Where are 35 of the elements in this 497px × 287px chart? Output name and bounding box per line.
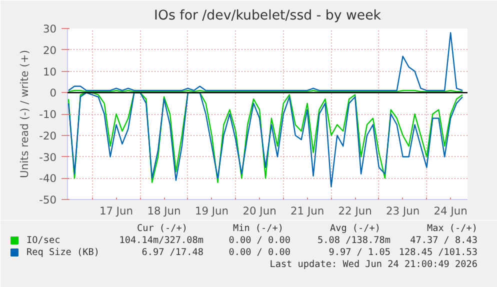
legend-label: Req Size (KB) bbox=[26, 247, 100, 258]
text: Max (-/+) bbox=[426, 223, 478, 234]
y-tick-label: -10 bbox=[39, 108, 57, 121]
x-tick-label: 21 Jun bbox=[290, 204, 324, 218]
text: 128.45 /101.53 bbox=[398, 247, 478, 258]
text: Last update: Wed Jun 24 21:00:49 2026 bbox=[270, 259, 478, 270]
x-tick-label: 19 Jun bbox=[194, 204, 229, 218]
y-tick-label: -50 bbox=[39, 194, 57, 206]
y-tick-label: -30 bbox=[39, 150, 57, 164]
text: Cur (-/+) bbox=[136, 223, 188, 234]
x-tick-label: 22 Jun bbox=[338, 204, 372, 218]
y-tick-label: 30 bbox=[42, 22, 57, 36]
text: 6.97 /17.48 bbox=[142, 247, 204, 258]
line-series bbox=[68, 32, 464, 92]
text: 0.00 / 0.00 bbox=[228, 247, 291, 258]
text: 104.14m/327.08m bbox=[119, 235, 204, 246]
text: 0.00 / 0.00 bbox=[228, 235, 291, 246]
x-tick-label: 17 Jun bbox=[99, 204, 134, 218]
y-tick-label: -20 bbox=[39, 129, 57, 142]
x-tick-label: 18 Jun bbox=[147, 204, 181, 218]
y-tick-label: 0 bbox=[50, 86, 57, 100]
y-axis-title: Units read (-) / write (+) bbox=[18, 50, 32, 178]
text: 5.08 /138.78m bbox=[317, 235, 391, 246]
text: 9.97 / 1.05 bbox=[328, 247, 391, 258]
x-tick-label: 24 Jun bbox=[434, 204, 468, 218]
y-tick-label: 20 bbox=[42, 44, 57, 57]
text: Min (-/+) bbox=[232, 223, 284, 234]
legend-label: IO/sec bbox=[26, 235, 60, 246]
x-tick-label: 23 Jun bbox=[386, 204, 420, 218]
y-tick-label: -40 bbox=[39, 172, 57, 186]
text: Avg (-/+) bbox=[330, 223, 381, 234]
x-tick-label: 20 Jun bbox=[242, 204, 276, 218]
chart-title: IOs for /dev/kubelet/ssd - by week bbox=[154, 8, 382, 24]
text: 47.37 / 8.43 bbox=[410, 235, 478, 246]
y-tick-label: 10 bbox=[42, 65, 57, 78]
